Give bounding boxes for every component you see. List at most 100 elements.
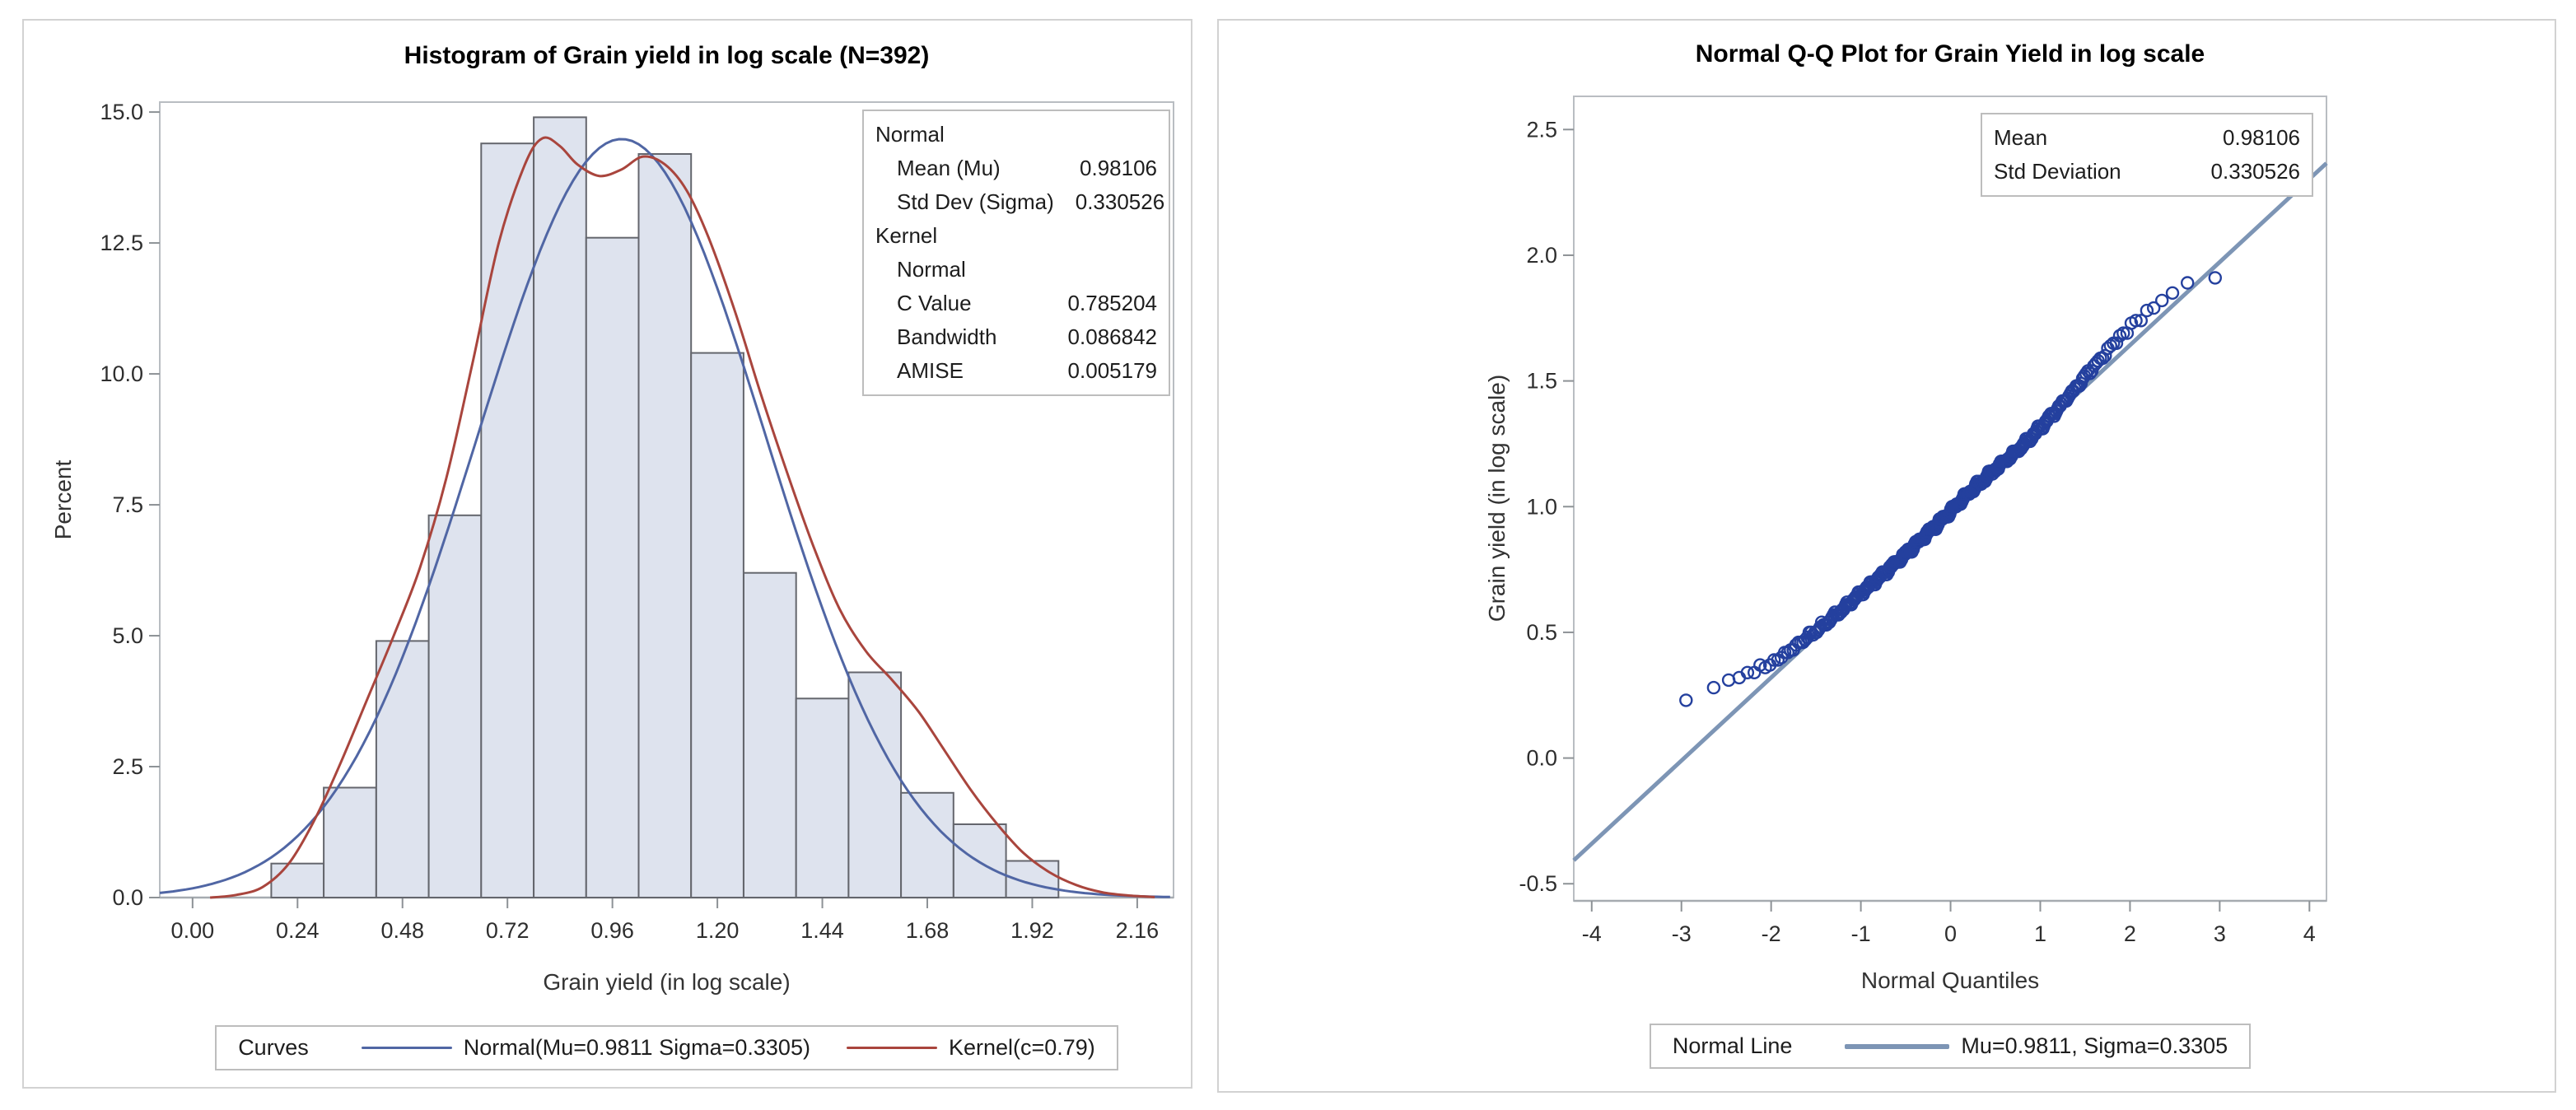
histogram-bar <box>480 142 534 898</box>
qq-points <box>1679 271 2223 707</box>
stats-row: Mean (Mu) 0.98106 <box>875 152 1157 185</box>
qq-point <box>2116 326 2130 340</box>
x-tick-label: -4 <box>1582 921 1602 946</box>
y-tick-label: -0.5 <box>1519 871 1557 896</box>
qq-stats-box: Mean 0.98106 Std Deviation 0.330526 <box>1981 113 2313 197</box>
qq-point <box>2109 336 2124 350</box>
y-tick-label: 15.0 <box>100 100 143 124</box>
stats-label: Kernel <box>875 223 938 248</box>
legend-line-swatch-icon <box>846 1047 937 1049</box>
histogram-bar <box>270 862 325 899</box>
x-tick-label: 2.16 <box>1116 918 1160 943</box>
x-tick-label: 0 <box>1944 921 1957 946</box>
histogram-x-axis-label: Grain yield (in log scale) <box>543 969 791 995</box>
stats-label: Normal <box>875 122 945 147</box>
x-tick-label: 0.72 <box>486 918 530 943</box>
stats-label: Std Dev (Sigma) <box>897 189 1054 214</box>
x-tick-label: 3 <box>2214 921 2226 946</box>
histogram-bar <box>375 640 430 899</box>
y-tick-label: 2.5 <box>112 754 143 779</box>
stats-value: 0.086842 <box>1067 324 1157 349</box>
qq-point <box>1740 665 1755 679</box>
qq-point <box>2208 271 2223 285</box>
stats-row: Normal <box>875 118 1157 152</box>
histogram-plot: 0.00 0.24 0.48 0.72 0.96 1.20 1.44 1.68 1.92 2.16… <box>100 100 1174 943</box>
stats-row: AMISE 0.005179 <box>875 354 1157 388</box>
qq-point <box>2165 286 2180 300</box>
legend-item: Kernel(c=0.79) <box>846 1035 1095 1061</box>
legend-item: Mu=0.9811, Sigma=0.3305 <box>1845 1033 2228 1059</box>
qq-point <box>2180 276 2195 290</box>
histogram-bar <box>847 671 903 898</box>
y-tick-label: 0.5 <box>1526 620 1557 645</box>
x-tick-label: 0.24 <box>276 918 320 943</box>
stats-row: Std Dev (Sigma) 0.330526 <box>875 185 1164 219</box>
stats-value: 0.98106 <box>1080 156 1157 180</box>
qq-y-axis-label: Grain yield (in log scale) <box>1484 374 1510 623</box>
stats-value: 0.330526 <box>2210 159 2300 184</box>
y-tick-label: 5.0 <box>112 623 143 648</box>
stats-label: Std Deviation <box>1994 159 2121 184</box>
legend-line-swatch-icon <box>1845 1043 1950 1049</box>
stats-row: Bandwidth 0.086842 <box>875 320 1157 354</box>
stats-label: C Value <box>897 291 972 315</box>
normal-density-curve <box>159 138 1170 898</box>
stats-label: Mean <box>1994 125 2048 150</box>
histogram-title: Histogram of Grain yield in log scale (N… <box>404 42 930 69</box>
y-tick-label: 2.5 <box>1526 117 1557 142</box>
stats-label: Bandwidth <box>897 324 997 349</box>
histogram-stats-box: Normal Mean (Mu) 0.98106 Std Dev (Sigma) 0.3… <box>862 110 1170 396</box>
qq-point <box>2146 301 2161 315</box>
qq-point <box>2098 348 2112 363</box>
y-tick-label: 1.0 <box>1526 494 1557 519</box>
histogram-bar <box>323 786 377 898</box>
x-tick-label: 1.92 <box>1010 918 1054 943</box>
histogram-bars <box>270 116 1060 899</box>
stats-row: C Value 0.785204 <box>875 287 1157 320</box>
stats-label: AMISE <box>897 358 964 383</box>
legend-item-label: Kernel(c=0.79) <box>948 1035 1095 1060</box>
qq-point <box>2154 293 2169 308</box>
histogram-y-axis-label: Percent <box>50 459 76 540</box>
legend-item-label: Mu=0.9811, Sigma=0.3305 <box>1961 1033 2228 1058</box>
qq-point <box>2083 366 2097 380</box>
qq-x-axis-label: Normal Quantiles <box>1860 968 2040 993</box>
stats-value: 0.005179 <box>1067 358 1157 383</box>
x-tick-label: 1.44 <box>800 918 844 943</box>
qq-point <box>1706 680 1721 695</box>
histogram-bar <box>585 236 640 898</box>
stats-label: Mean (Mu) <box>897 156 1001 180</box>
qq-legend-title: Normal Line <box>1672 1033 1793 1058</box>
histogram-bar <box>900 791 954 898</box>
qq-plot: -4 -3 -2 -1 0 1 2 3 4 -0.5 0.0 0.5 1.0 1.5 2.0 2.5 <box>1519 96 2328 946</box>
y-tick-label: 10.0 <box>100 361 143 386</box>
legend-item: Normal(Mu=0.9811 Sigma=0.3305) <box>361 1035 810 1061</box>
qq-legend: Normal Line Mu=0.9811, Sigma=0.3305 <box>1649 1024 2252 1069</box>
x-tick-label: 2 <box>2124 921 2136 946</box>
qq-title: Normal Q-Q Plot for Grain Yield in log s… <box>1695 40 2205 68</box>
x-tick-label: 0.96 <box>590 918 634 943</box>
x-tick-label: -2 <box>1762 921 1781 946</box>
x-tick-label: 1 <box>2034 921 2046 946</box>
histogram-bar <box>533 116 587 898</box>
y-tick-label: 12.5 <box>100 231 143 255</box>
qq-point <box>1679 693 1693 707</box>
y-tick-label: 1.5 <box>1526 369 1557 394</box>
histogram-legend: Curves Normal(Mu=0.9811 Sigma=0.3305) Ker… <box>215 1025 1118 1070</box>
stats-row: Mean 0.98106 <box>1994 121 2300 155</box>
x-tick-label: -3 <box>1672 921 1692 946</box>
x-tick-label: 1.68 <box>906 918 950 943</box>
stats-row: Kernel <box>875 219 1157 253</box>
qq-point <box>2140 303 2154 318</box>
y-tick-label: 7.5 <box>112 492 143 517</box>
legend-line-swatch-icon <box>361 1047 452 1049</box>
stats-value: 0.330526 <box>1075 189 1165 214</box>
stats-row: Std Deviation 0.330526 <box>1994 155 2300 189</box>
histogram-legend-title: Curves <box>238 1035 309 1060</box>
qq-point <box>2129 314 2143 328</box>
qq-panel: -4 -3 -2 -1 0 1 2 3 4 -0.5 0.0 0.5 1.0 1.5 2.0 2.5 Norm… <box>1217 19 2556 1093</box>
x-tick-label: -1 <box>1851 921 1871 946</box>
x-tick-label: 1.20 <box>696 918 740 943</box>
legend-item-label: Normal(Mu=0.9811 Sigma=0.3305) <box>463 1035 810 1060</box>
qq-point <box>1767 653 1781 667</box>
